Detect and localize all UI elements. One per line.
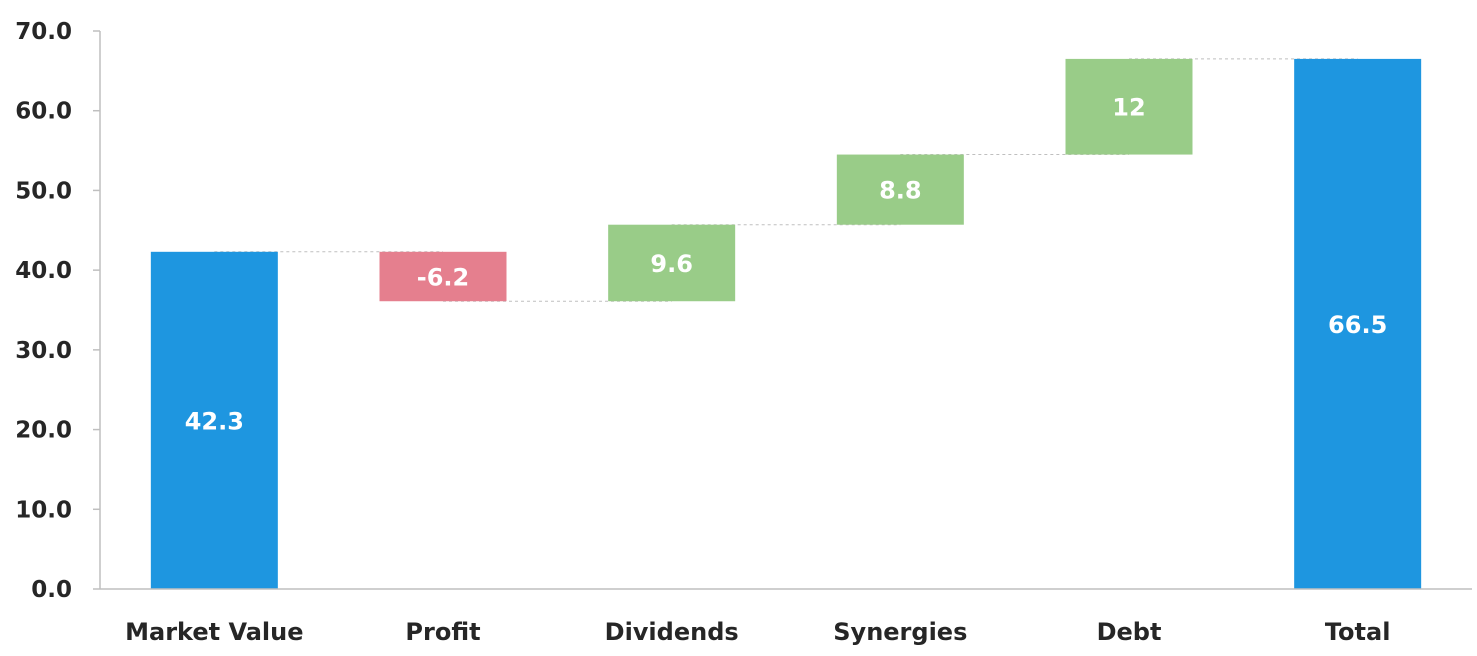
y-tick-label: 0.0: [31, 577, 72, 603]
bar-debt: [1065, 58, 1193, 155]
bar-total: [1294, 58, 1422, 589]
y-tick-label: 20.0: [15, 418, 72, 444]
bar-value-label: 66.5: [1328, 311, 1387, 339]
bar-profit: [379, 251, 507, 302]
y-tick-label: 50.0: [15, 178, 72, 204]
y-tick-label: 40.0: [15, 258, 72, 284]
bars: [150, 58, 1422, 589]
y-axis: 0.0 10.0 20.0 30.0 40.0 50.0 60.0 70.0: [15, 19, 101, 603]
x-tick-label: Dividends: [605, 618, 739, 646]
x-tick-label: Debt: [1097, 618, 1162, 646]
bar-value-label: 8.8: [879, 177, 922, 205]
bar-synergies: [836, 154, 964, 225]
x-tick-label: Total: [1325, 618, 1391, 646]
bar-market-value: [150, 251, 278, 589]
bar-value-label: 42.3: [185, 407, 244, 435]
x-tick-label: Profit: [405, 618, 480, 646]
x-axis: Market Value Profit Dividends Synergies Debt…: [100, 588, 1472, 646]
bar-dividends: [608, 224, 736, 302]
bar-value-label: 12: [1112, 94, 1145, 122]
bar-value-label: 9.6: [650, 250, 693, 278]
y-tick-label: 30.0: [15, 338, 72, 364]
y-tick-label: 10.0: [15, 497, 72, 523]
x-tick-label: Synergies: [833, 618, 967, 646]
bar-value-label: -6.2: [417, 264, 469, 292]
y-tick-label: 60.0: [15, 99, 72, 125]
y-tick-label: 70.0: [15, 19, 72, 45]
x-tick-label: Market Value: [125, 618, 303, 646]
data-labels: 42.3 -6.2 9.6 8.8 12 66.5: [185, 94, 1388, 436]
